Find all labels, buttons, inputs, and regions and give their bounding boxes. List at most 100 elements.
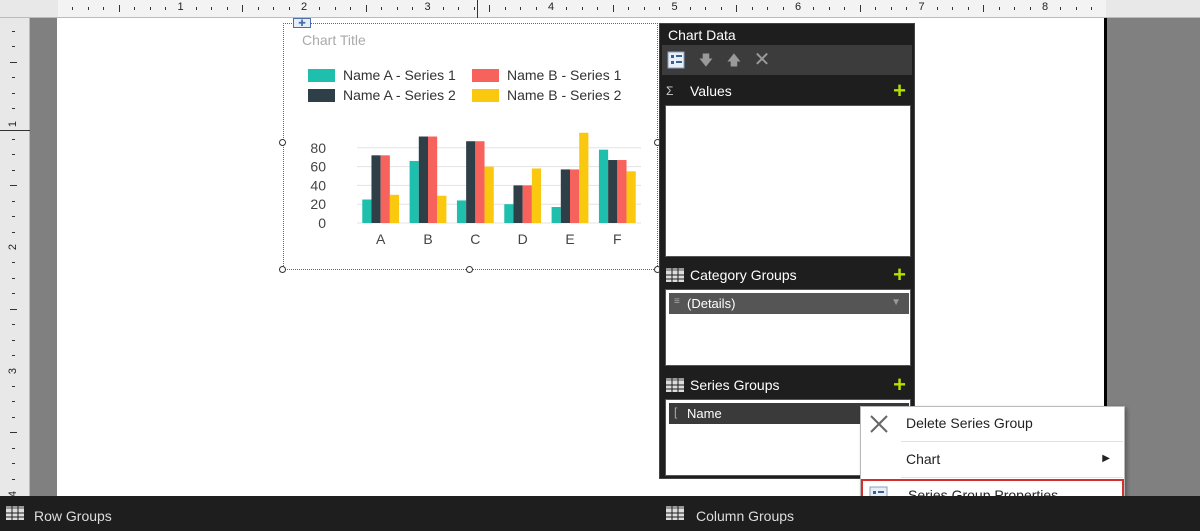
y-tick-label: 0 <box>318 215 326 231</box>
grid-icon <box>6 506 24 520</box>
ruler-tick <box>381 7 383 10</box>
resize-handle-bottom[interactable] <box>466 266 473 273</box>
ruler-tick <box>998 7 1000 10</box>
ruler-number: 5 <box>671 1 678 13</box>
ruler-tick <box>103 7 105 10</box>
ruler-tick <box>1091 7 1093 10</box>
chart-move-icon[interactable]: ✚ <box>293 18 311 28</box>
series-groups-header: Series Groups + <box>660 374 914 398</box>
bar <box>371 155 381 223</box>
ruler-tick <box>12 277 15 279</box>
chart-title[interactable]: Chart Title <box>302 32 366 48</box>
ruler-tick <box>983 5 985 12</box>
category-group-item[interactable]: ≡ (Details) ▼ <box>669 293 909 314</box>
ruler-tick <box>12 154 15 156</box>
ruler-tick <box>365 5 367 12</box>
ruler-tick <box>967 7 969 10</box>
ruler-tick <box>936 7 938 10</box>
resize-handle-left[interactable] <box>279 139 286 146</box>
delete-icon[interactable]: ✕ <box>753 49 771 71</box>
bar <box>579 132 589 223</box>
move-up-icon[interactable]: 🡅 <box>726 52 742 68</box>
properties-icon[interactable] <box>667 51 685 69</box>
values-drop-zone[interactable] <box>665 105 911 257</box>
column-groups-label[interactable]: Column Groups <box>696 508 795 524</box>
ruler-tick <box>12 169 15 171</box>
ruler-tick <box>12 138 15 140</box>
ruler-tick <box>334 7 336 10</box>
ruler-tick <box>165 7 167 10</box>
legend-swatch <box>308 89 335 102</box>
ruler-corner <box>0 0 58 18</box>
ruler-tick <box>12 447 15 449</box>
ruler-number: 2 <box>301 1 308 13</box>
ruler-number: 1 <box>177 1 184 13</box>
ruler-tick <box>273 7 275 10</box>
ruler-tick <box>581 7 583 10</box>
ruler-tick <box>689 7 691 10</box>
resize-handle-bottom-left[interactable] <box>279 266 286 273</box>
ruler-tick <box>1075 7 1077 10</box>
menu-item-chart[interactable]: Chart ▶ <box>861 443 1124 477</box>
category-item-label: (Details) <box>687 296 736 311</box>
menu-item-delete-series-group[interactable]: Delete Series Group <box>861 407 1124 441</box>
ruler-cursor-marker <box>477 0 478 18</box>
series-group-item[interactable]: [ Name <box>669 403 909 424</box>
bar <box>617 160 627 223</box>
bar <box>428 136 438 223</box>
category-groups-drop-zone: ≡ (Details) ▼ <box>665 289 911 366</box>
bar <box>389 194 400 223</box>
bar <box>437 195 447 223</box>
add-category-group-button[interactable]: + <box>893 262 906 287</box>
bar-chart-plot: 0 20 40 60 80 A B C D E F <box>310 132 641 247</box>
row-groups-label[interactable]: Row Groups <box>34 508 112 524</box>
bar <box>409 160 419 223</box>
ruler-tick <box>72 7 74 10</box>
ruler-tick <box>87 7 89 10</box>
series-item-label: Name <box>687 406 722 421</box>
ruler-number: 2 <box>7 243 20 251</box>
legend-swatch <box>308 69 335 82</box>
ruler-tick <box>890 7 892 10</box>
ruler-tick <box>828 7 830 10</box>
ruler-tick <box>535 7 537 10</box>
ruler-tick <box>458 7 460 10</box>
drag-grip-icon: ≡ <box>674 296 680 307</box>
grid-icon <box>666 378 684 392</box>
legend-item: Name B - Series 1 <box>507 67 622 83</box>
ruler-tick <box>628 7 630 10</box>
ruler-tick <box>396 7 398 10</box>
legend-swatch <box>472 69 499 82</box>
bar <box>626 171 636 223</box>
page-right-border <box>1104 18 1107 496</box>
ruler-tick <box>720 7 722 10</box>
x-tick-label: B <box>423 231 432 247</box>
ruler-tick <box>10 61 17 63</box>
legend-swatch <box>472 89 499 102</box>
ruler-tick <box>1060 7 1062 10</box>
ruler-tick <box>12 92 15 94</box>
ruler-tick <box>659 7 661 10</box>
legend-item: Name A - Series 2 <box>343 87 456 103</box>
ruler-tick <box>12 108 15 110</box>
bar <box>608 160 618 223</box>
ruler-tick <box>350 7 352 10</box>
y-tick-label: 20 <box>310 196 326 212</box>
ruler-tick <box>1014 7 1016 10</box>
move-down-icon[interactable]: 🡇 <box>698 52 714 68</box>
bar <box>522 185 532 223</box>
ruler-tick <box>12 339 15 341</box>
bar <box>531 168 542 223</box>
bracket-icon: [ <box>674 405 678 419</box>
bar <box>484 166 494 223</box>
y-tick-label: 40 <box>310 177 326 193</box>
ruler-number: 3 <box>7 367 20 374</box>
ruler-tick <box>10 432 17 434</box>
add-value-button[interactable]: + <box>893 78 906 103</box>
add-series-group-button[interactable]: + <box>893 372 906 397</box>
delete-label: Delete Series Group <box>906 415 1033 431</box>
chevron-down-icon[interactable]: ▼ <box>891 297 901 308</box>
x-tick-label: C <box>470 231 480 247</box>
ruler-tick <box>442 7 444 10</box>
